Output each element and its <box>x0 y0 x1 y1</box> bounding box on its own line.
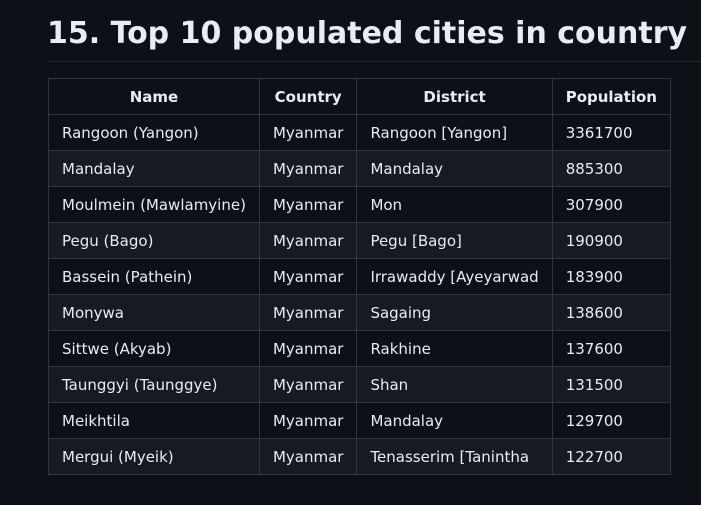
cell-district: Mandalay <box>356 402 553 439</box>
column-header-country: Country <box>258 78 358 115</box>
cell-country: Myanmar <box>258 294 358 331</box>
table-body: Rangoon (Yangon) Myanmar Rangoon [Yangon… <box>48 114 671 475</box>
cell-district: Mon <box>356 186 553 223</box>
cell-district: Rakhine <box>356 330 553 367</box>
cell-population: 190900 <box>551 222 671 259</box>
cell-district: Sagaing <box>356 294 553 331</box>
column-header-population: Population <box>551 78 671 115</box>
cell-country: Myanmar <box>258 402 358 439</box>
column-header-district: District <box>356 78 553 115</box>
cell-population: 122700 <box>551 438 671 475</box>
cell-population: 307900 <box>551 186 671 223</box>
cell-name: Bassein (Pathein) <box>48 258 260 295</box>
table-row: Taunggyi (Taunggye) Myanmar Shan 131500 <box>48 366 671 403</box>
heading-divider <box>47 61 701 62</box>
cell-name: Meikhtila <box>48 402 260 439</box>
header-row: Name Country District Population <box>48 78 671 115</box>
cell-district: Mandalay <box>356 150 553 187</box>
section-heading: 15. Top 10 populated cities in country <box>47 16 688 51</box>
cell-country: Myanmar <box>258 258 358 295</box>
table-row: Moulmein (Mawlamyine) Myanmar Mon 307900 <box>48 186 671 223</box>
cities-table: Name Country District Population Rangoon… <box>48 78 671 475</box>
cell-population: 183900 <box>551 258 671 295</box>
cell-country: Myanmar <box>258 222 358 259</box>
cell-name: Moulmein (Mawlamyine) <box>48 186 260 223</box>
cell-population: 885300 <box>551 150 671 187</box>
cell-country: Myanmar <box>258 114 358 151</box>
cell-name: Sittwe (Akyab) <box>48 330 260 367</box>
cell-country: Myanmar <box>258 366 358 403</box>
table-row: Monywa Myanmar Sagaing 138600 <box>48 294 671 331</box>
cell-population: 137600 <box>551 330 671 367</box>
cell-name: Mergui (Myeik) <box>48 438 260 475</box>
cell-name: Pegu (Bago) <box>48 222 260 259</box>
cell-population: 131500 <box>551 366 671 403</box>
cell-population: 129700 <box>551 402 671 439</box>
table-header: Name Country District Population <box>48 78 671 115</box>
cell-name: Monywa <box>48 294 260 331</box>
cell-district: Shan <box>356 366 553 403</box>
cell-country: Myanmar <box>258 186 358 223</box>
cell-name: Rangoon (Yangon) <box>48 114 260 151</box>
cell-name: Mandalay <box>48 150 260 187</box>
table-row: Mandalay Myanmar Mandalay 885300 <box>48 150 671 187</box>
cell-country: Myanmar <box>258 438 358 475</box>
table-row: Mergui (Myeik) Myanmar Tenasserim [Tanin… <box>48 438 671 475</box>
cell-district: Tenasserim [Tanintha <box>356 438 553 475</box>
cell-population: 3361700 <box>551 114 671 151</box>
table-row: Sittwe (Akyab) Myanmar Rakhine 137600 <box>48 330 671 367</box>
table-row: Pegu (Bago) Myanmar Pegu [Bago] 190900 <box>48 222 671 259</box>
cell-country: Myanmar <box>258 330 358 367</box>
cell-population: 138600 <box>551 294 671 331</box>
table-row: Bassein (Pathein) Myanmar Irrawaddy [Aye… <box>48 258 671 295</box>
cell-district: Irrawaddy [Ayeyarwad <box>356 258 553 295</box>
cell-district: Pegu [Bago] <box>356 222 553 259</box>
table-row: Meikhtila Myanmar Mandalay 129700 <box>48 402 671 439</box>
cell-district: Rangoon [Yangon] <box>356 114 553 151</box>
column-header-name: Name <box>48 78 260 115</box>
table-row: Rangoon (Yangon) Myanmar Rangoon [Yangon… <box>48 114 671 151</box>
cell-country: Myanmar <box>258 150 358 187</box>
cell-name: Taunggyi (Taunggye) <box>48 366 260 403</box>
